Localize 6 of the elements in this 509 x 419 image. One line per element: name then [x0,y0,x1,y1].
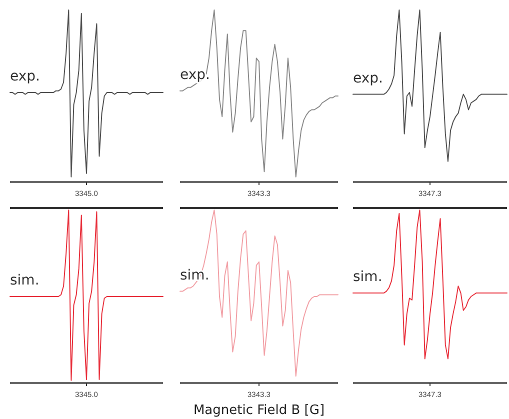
series-label: exp. [353,70,383,86]
x-axis-title: Magnetic Field B [G] [193,403,325,418]
series-label: exp. [10,68,40,85]
series-label: sim. [10,272,40,288]
series-label: sim. [180,267,210,284]
series-label: sim. [353,269,382,286]
